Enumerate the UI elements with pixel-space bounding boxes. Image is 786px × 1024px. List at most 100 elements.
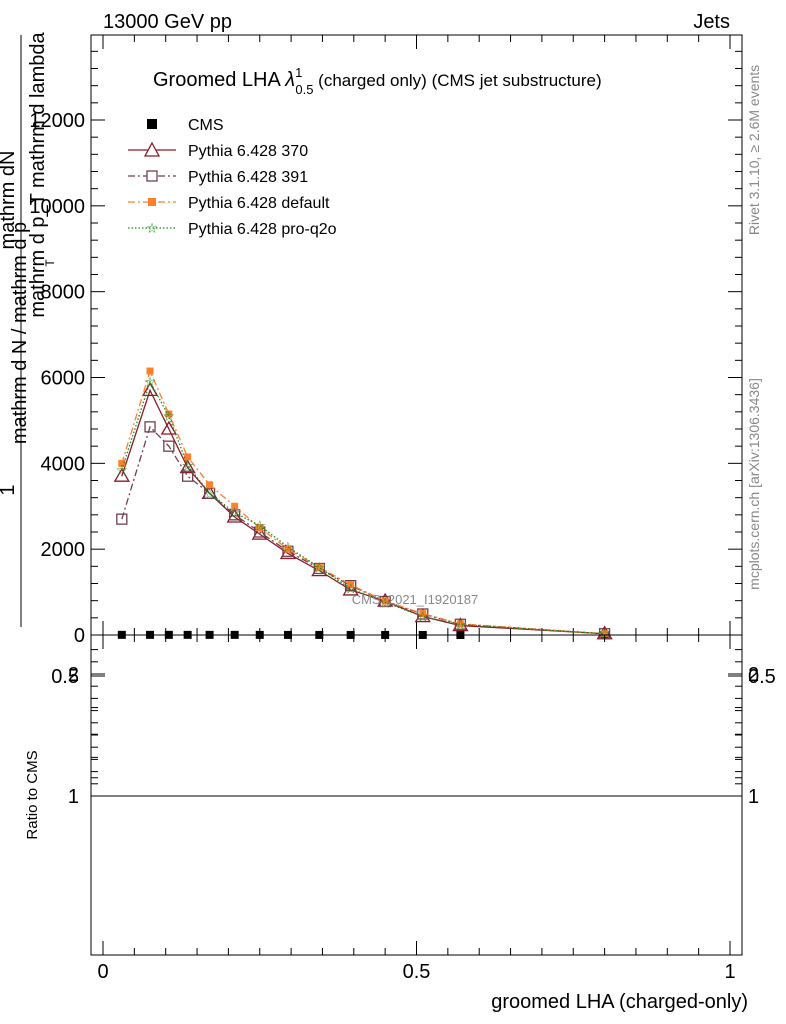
data-point [184, 453, 192, 461]
header-right: Jets [693, 11, 730, 33]
main-ytick-label: 8000 [41, 282, 86, 304]
ylabel-one: 1 [0, 484, 19, 495]
data-point [113, 467, 130, 482]
main-ytick-label: 4000 [41, 453, 86, 475]
data-point: ☆ [454, 618, 467, 634]
data-point [231, 502, 239, 510]
data-point [146, 367, 154, 375]
data-point: ☆ [379, 595, 392, 611]
data-point: ☆ [181, 458, 194, 474]
svg-text:mathrm d N / mathrm d p: mathrm d N / mathrm d p [9, 222, 31, 444]
series-line [121, 369, 605, 635]
main-axis-ticks: 0 2000 4000 6000 8000 10000 12000 [29, 35, 742, 647]
data-point [226, 508, 243, 523]
ylabel-sub: T [43, 259, 57, 267]
rivet-label: Rivet 3.1.10, ≥ 2.6M events [746, 65, 762, 235]
legend-label-370: Pythia 6.428 370 [188, 143, 308, 160]
legend-marker-391 [146, 170, 158, 182]
series-pythia-6-428-default [118, 367, 609, 638]
legend-marker-default [148, 198, 156, 206]
data-point [284, 545, 292, 553]
ratio-ytick-label-right: 2 [748, 664, 759, 686]
legend-marker-cms [147, 119, 157, 129]
data-point [144, 421, 156, 433]
data-point [118, 459, 126, 467]
data-point [313, 562, 325, 575]
data-point: ☆ [344, 582, 357, 598]
data-point: ☆ [163, 409, 176, 425]
xlabel: groomed LHA (charged-only) [491, 991, 748, 1013]
ratio-ytick-label-right: 0.5 [748, 666, 776, 688]
legend-label-default: Pythia 6.428 default [188, 195, 330, 212]
svg-text:Groomed LHA λ10.5 (charged on: Groomed LHA λ1 0.5 (charged only) (CMS je… [153, 65, 602, 97]
ratio-ytick-label: 2 [68, 664, 79, 686]
legend-label-q2o: Pythia 6.428 pro-q2o [188, 221, 337, 238]
data-point [160, 420, 177, 435]
data-point [203, 487, 216, 500]
header-left: 13000 GeV pp [103, 11, 232, 33]
series-line [121, 380, 605, 635]
data-point: ☆ [416, 610, 429, 626]
ratio-xtick-label: 1 [724, 961, 735, 983]
ratio-ytick-label-right: 1 [748, 786, 759, 808]
ratio-ytick-label: 0.5 [51, 666, 79, 688]
mcplots-label: mcplots.cern.ch [arXiv:1306.3436] [746, 378, 762, 590]
main-ytick-label: 6000 [41, 368, 86, 390]
data-point [256, 524, 264, 532]
ylabel-fraction-top: mathrm d p_T mathrm d lambda [27, 31, 49, 317]
data-point [345, 579, 357, 592]
main-plot-panel: 0 2000 4000 6000 8000 10000 12000 ☆ ☆ ☆ ☆ ☆ ☆ ☆ ☆ ☆ ☆ ☆ ☆… [29, 34, 743, 647]
title-lambda: λ [284, 69, 295, 91]
title-sup: 1 [295, 65, 302, 80]
ratio-axis-ticks: 0.5 0.5 1 1 2 2 0 0.5 1 [51, 635, 776, 983]
ratio-plot-panel: 0.5 0.5 1 1 2 2 0 0.5 1 [51, 634, 776, 983]
ylabel-fraction-bottom: mathrm d N / mathrm d p [9, 222, 31, 444]
ratio-xtick-label: 0 [97, 961, 108, 983]
data-point [381, 597, 389, 605]
analysis-watermark: CMS_2021_I1920187 [352, 592, 479, 607]
data-point: ☆ [203, 486, 216, 502]
main-ylabel: mathrm d N / mathrm d p 1 mathrm dN math… [0, 31, 57, 627]
data-point [163, 440, 175, 452]
legend: CMS Pythia 6.428 370 Pythia 6.428 391 Py… [128, 117, 337, 238]
data-point [179, 459, 196, 474]
data-point [141, 382, 159, 397]
ratio-ytick-label: 1 [68, 786, 79, 808]
data-point [206, 481, 214, 489]
data-point [116, 513, 128, 525]
data-point [181, 470, 194, 482]
data-point [419, 610, 427, 618]
main-ytick-label: 2000 [41, 539, 86, 561]
data-point [165, 410, 173, 418]
main-ytick-label: 10000 [29, 196, 85, 218]
data-point [251, 525, 268, 540]
main-ytick-label: 0 [74, 625, 85, 647]
data-point [379, 595, 391, 608]
data-point [315, 563, 323, 571]
data-point [456, 620, 464, 628]
ylabel-numerator: mathrm dN [0, 151, 19, 250]
legend-marker-370 [143, 141, 161, 157]
main-ytick-label: 12000 [29, 110, 85, 132]
data-point: ☆ [313, 561, 326, 577]
data-point: ☆ [116, 463, 129, 479]
data-point: ☆ [253, 519, 266, 535]
ratio-ylabel: Ratio to CMS [24, 750, 41, 839]
data-point [601, 630, 609, 638]
data-point: ☆ [228, 506, 241, 522]
series-pythia-6-428-pro-q2o: ☆☆☆☆☆☆☆☆☆☆☆☆☆☆ [116, 375, 611, 643]
data-point: ☆ [144, 375, 157, 391]
legend-label-391: Pythia 6.428 391 [188, 169, 308, 186]
data-point [347, 581, 355, 589]
series-line [121, 388, 605, 635]
title-rest: (charged only) (CMS jet substructure) [313, 71, 601, 90]
data-point [342, 581, 359, 596]
legend-label-cms: CMS [188, 117, 224, 134]
legend-marker-q2o: ☆ [146, 221, 159, 237]
plot-title: Groomed LHA λ1 0.5 (charged only) (CMS je… [153, 65, 602, 97]
data-point: ☆ [282, 540, 295, 556]
ratio-xtick-label: 0.5 [403, 961, 431, 983]
title-sub: 0.5 [295, 82, 313, 97]
title-main: Groomed LHA [153, 69, 285, 91]
